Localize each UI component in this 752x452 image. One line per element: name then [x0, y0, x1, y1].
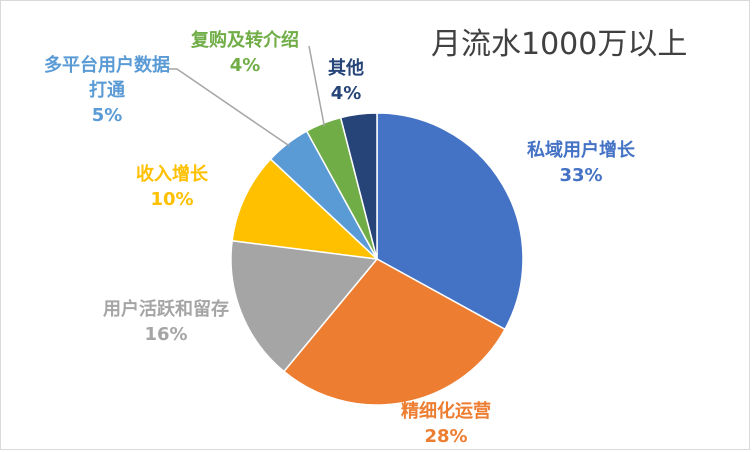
slice-label-revenue-growth: 收入增长 10% — [117, 162, 227, 212]
slice-label-value: 10% — [150, 189, 194, 210]
slice-label-value: 4% — [330, 83, 362, 104]
slice-label-text: 用户活跃和留存 — [103, 299, 229, 320]
leader-line-multi-platform — [169, 68, 290, 147]
slice-label-value: 5% — [91, 105, 123, 126]
slice-label-other: 其他 4% — [311, 56, 381, 106]
leader-line-repurchase-referral — [308, 45, 326, 127]
chart-title: 月流水1000万以上 — [431, 27, 688, 62]
slice-label-text: 多平台用户数据打通 — [44, 55, 170, 101]
pie-slice-refined-operation — [282, 258, 506, 406]
slice-label-text: 精细化运营 — [401, 401, 491, 422]
pie-slice-private-domain — [376, 112, 524, 331]
slice-label-value: 28% — [424, 426, 468, 447]
slice-label-value: 4% — [229, 55, 261, 76]
pie-slice-other — [339, 112, 378, 260]
slice-label-text: 收入增长 — [136, 164, 208, 185]
pie-slice-activity-retention — [230, 239, 379, 373]
slice-label-private-domain: 私域用户增长 33% — [506, 138, 656, 188]
slice-label-multi-platform: 多平台用户数据打通 5% — [37, 53, 177, 128]
slice-label-text: 其他 — [328, 58, 364, 79]
slice-label-activity-retention: 用户活跃和留存 16% — [91, 297, 241, 347]
slice-label-value: 33% — [559, 165, 603, 186]
slice-label-text: 私域用户增长 — [527, 140, 635, 161]
pie-slice-revenue-growth — [231, 157, 380, 261]
slice-label-text: 复购及转介绍 — [191, 30, 299, 51]
slice-label-repurchase-referral: 复购及转介绍 4% — [175, 28, 315, 78]
slice-label-refined-operation: 精细化运营 28% — [376, 399, 516, 449]
slice-label-value: 16% — [144, 324, 188, 345]
